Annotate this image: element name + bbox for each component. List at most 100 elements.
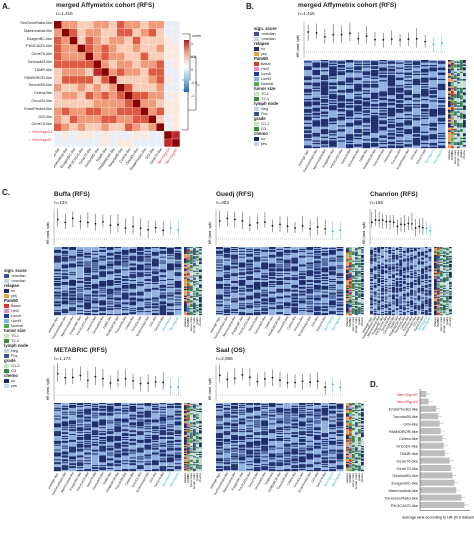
- stratification-stripe: [223, 258, 231, 260]
- stratification-stripe: [129, 314, 137, 316]
- stratification-stripe: [304, 105, 312, 107]
- signature-column-label: Gene70-like: [315, 315, 327, 332]
- stratification-stripe: [238, 270, 246, 272]
- stratification-stripe: [362, 101, 371, 103]
- stratification-stripe: [412, 87, 421, 90]
- stratification-stripe: [84, 313, 92, 315]
- legend-text: yes: [261, 51, 267, 56]
- stratification-stripe: [379, 115, 387, 117]
- stratification-stripe: [166, 296, 174, 298]
- stratification-stripe: [99, 309, 107, 311]
- stratification-stripe: [114, 262, 122, 264]
- stratification-stripe: [253, 251, 261, 254]
- stratification-stripe: [91, 277, 99, 279]
- stratification-stripe: [283, 256, 291, 258]
- stratification-stripe: [362, 96, 371, 98]
- stratification-stripe: [159, 259, 167, 261]
- annotation-cell: [451, 96, 454, 99]
- stratification-stripe: [114, 307, 122, 309]
- stratification-stripe: [328, 268, 336, 270]
- stratification-stripe: [304, 62, 312, 64]
- stratification-stripe: [106, 299, 114, 301]
- stratification-stripe: [76, 281, 84, 283]
- annotation-cell: [457, 86, 460, 89]
- stratification-stripe: [216, 291, 223, 293]
- stratification-stripe: [159, 295, 167, 297]
- colorbar-tick: -0.5: [191, 81, 198, 85]
- stratification-stripe: [231, 306, 238, 308]
- stratification-stripe: [345, 106, 354, 108]
- stratification-stripe: [379, 107, 387, 110]
- stratification-stripe: [395, 75, 404, 77]
- rank-bar-label: Mammostrat-like: [388, 488, 418, 493]
- stratification-stripe: [379, 116, 387, 119]
- annotation-cell: [187, 269, 190, 271]
- stratification-stripe: [151, 300, 159, 302]
- annotation-cell: [184, 311, 187, 313]
- stratification-stripe: [404, 117, 412, 120]
- annotation-cell: [196, 290, 199, 292]
- stratification-stripe: [246, 272, 254, 274]
- hr-point: [256, 221, 259, 224]
- stratification-stripe: [362, 76, 371, 78]
- stratification-stripe: [99, 247, 107, 249]
- stratification-stripe: [354, 82, 362, 85]
- stratification-stripe: [151, 275, 159, 277]
- stratification-stripe: [429, 144, 438, 146]
- stratification-stripe: [345, 76, 354, 78]
- stratification-stripe: [336, 308, 344, 310]
- stratification-stripe: [61, 271, 69, 273]
- stratification-stripe: [321, 286, 329, 288]
- stratification-stripe: [144, 285, 152, 288]
- heatmap-cell: [85, 28, 94, 37]
- stratification-stripe: [387, 116, 396, 119]
- stratification-stripe: [345, 73, 354, 76]
- stratification-stripe: [216, 266, 223, 268]
- heatmap-cell: [117, 60, 125, 68]
- stratification-stripe: [291, 287, 299, 289]
- stratification-stripe: [329, 106, 337, 108]
- annotation-cell: [463, 108, 466, 111]
- heatmap-cell: [132, 68, 141, 76]
- stratification-stripe: [223, 252, 231, 254]
- stratification-stripe: [312, 76, 321, 78]
- stratification-stripe: [420, 109, 429, 111]
- stratification-stripe: [106, 267, 114, 269]
- stratification-stripe: [76, 247, 84, 249]
- stratification-stripe: [246, 313, 254, 315]
- stratification-stripe: [329, 86, 337, 88]
- annotation-cell: [451, 61, 454, 64]
- stratification-stripe: [238, 276, 246, 278]
- stratification-stripe: [345, 88, 354, 91]
- stratification-stripe: [336, 250, 344, 253]
- stratification-stripe: [313, 254, 321, 256]
- stratification-stripe: [370, 88, 379, 91]
- stratification-stripe: [345, 77, 354, 80]
- annotation-cell: [184, 260, 187, 262]
- stratification-stripe: [76, 262, 84, 264]
- stratification-stripe: [261, 295, 269, 297]
- stratification-stripe: [54, 247, 61, 249]
- stratification-stripe: [328, 295, 336, 297]
- heatmap-cell: [132, 91, 141, 100]
- stratification-stripe: [151, 289, 159, 291]
- stratification-stripe: [354, 124, 362, 126]
- stratification-stripe: [129, 259, 137, 261]
- stratification-stripe: [354, 144, 362, 146]
- heatmap-cell: [69, 99, 78, 108]
- stratification-stripe: [354, 142, 362, 145]
- annotation-cell: [187, 293, 190, 295]
- stratification-stripe: [328, 296, 336, 298]
- stratification-stripe: [91, 314, 99, 316]
- annotation-cell: [460, 68, 463, 71]
- stratification-stripe: [336, 307, 344, 309]
- stratification-stripe: [121, 306, 129, 308]
- annotation-cell: [193, 305, 196, 308]
- stratification-stripe: [84, 292, 92, 294]
- annotation-cell: [460, 101, 463, 103]
- stratification-stripe: [306, 247, 314, 249]
- stratification-stripe: [336, 297, 344, 299]
- stratification-stripe: [268, 281, 276, 283]
- heatmap-cell: [77, 123, 86, 131]
- annotation-cell: [187, 294, 190, 296]
